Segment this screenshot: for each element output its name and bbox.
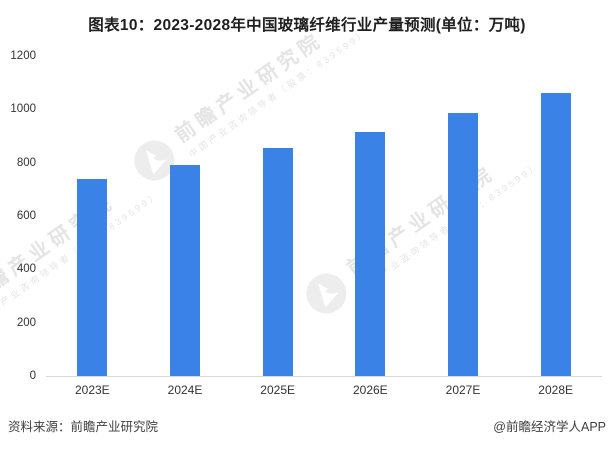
x-axis-category-label: 2027E	[445, 383, 481, 397]
bar-2028E	[540, 93, 571, 376]
x-axis-category-label: 2026E	[352, 383, 388, 397]
y-axis-tick-label: 600	[16, 210, 36, 222]
credit-text: @前瞻经济学人APP	[493, 420, 606, 434]
bar-2023E	[77, 179, 108, 376]
bar-2025E	[262, 148, 293, 376]
y-axis-tick-label: 800	[16, 156, 36, 169]
x-axis-category-label: 2023E	[74, 383, 110, 397]
y-axis-tick-label: 1200	[10, 50, 36, 62]
bar-2024E	[170, 165, 200, 376]
y-axis-tick-label: 0	[29, 370, 36, 382]
bar-2027E	[448, 113, 478, 376]
x-axis-category-label: 2025E	[260, 383, 295, 397]
y-axis-tick-label: 200	[16, 316, 36, 329]
x-axis-category-label: 2024E	[167, 383, 203, 397]
plot-area	[46, 56, 602, 377]
source-text: 资料来源：前瞻产业研究院	[8, 420, 159, 434]
x-axis-category-label: 2028E	[538, 383, 573, 397]
y-axis-tick-label: 1000	[10, 103, 36, 116]
y-axis-tick-label: 400	[16, 263, 36, 276]
page-title: 图表10：2023-2028年中国玻璃纤维行业产量预测(单位：万吨)	[88, 17, 526, 34]
bar-2026E	[355, 132, 386, 376]
